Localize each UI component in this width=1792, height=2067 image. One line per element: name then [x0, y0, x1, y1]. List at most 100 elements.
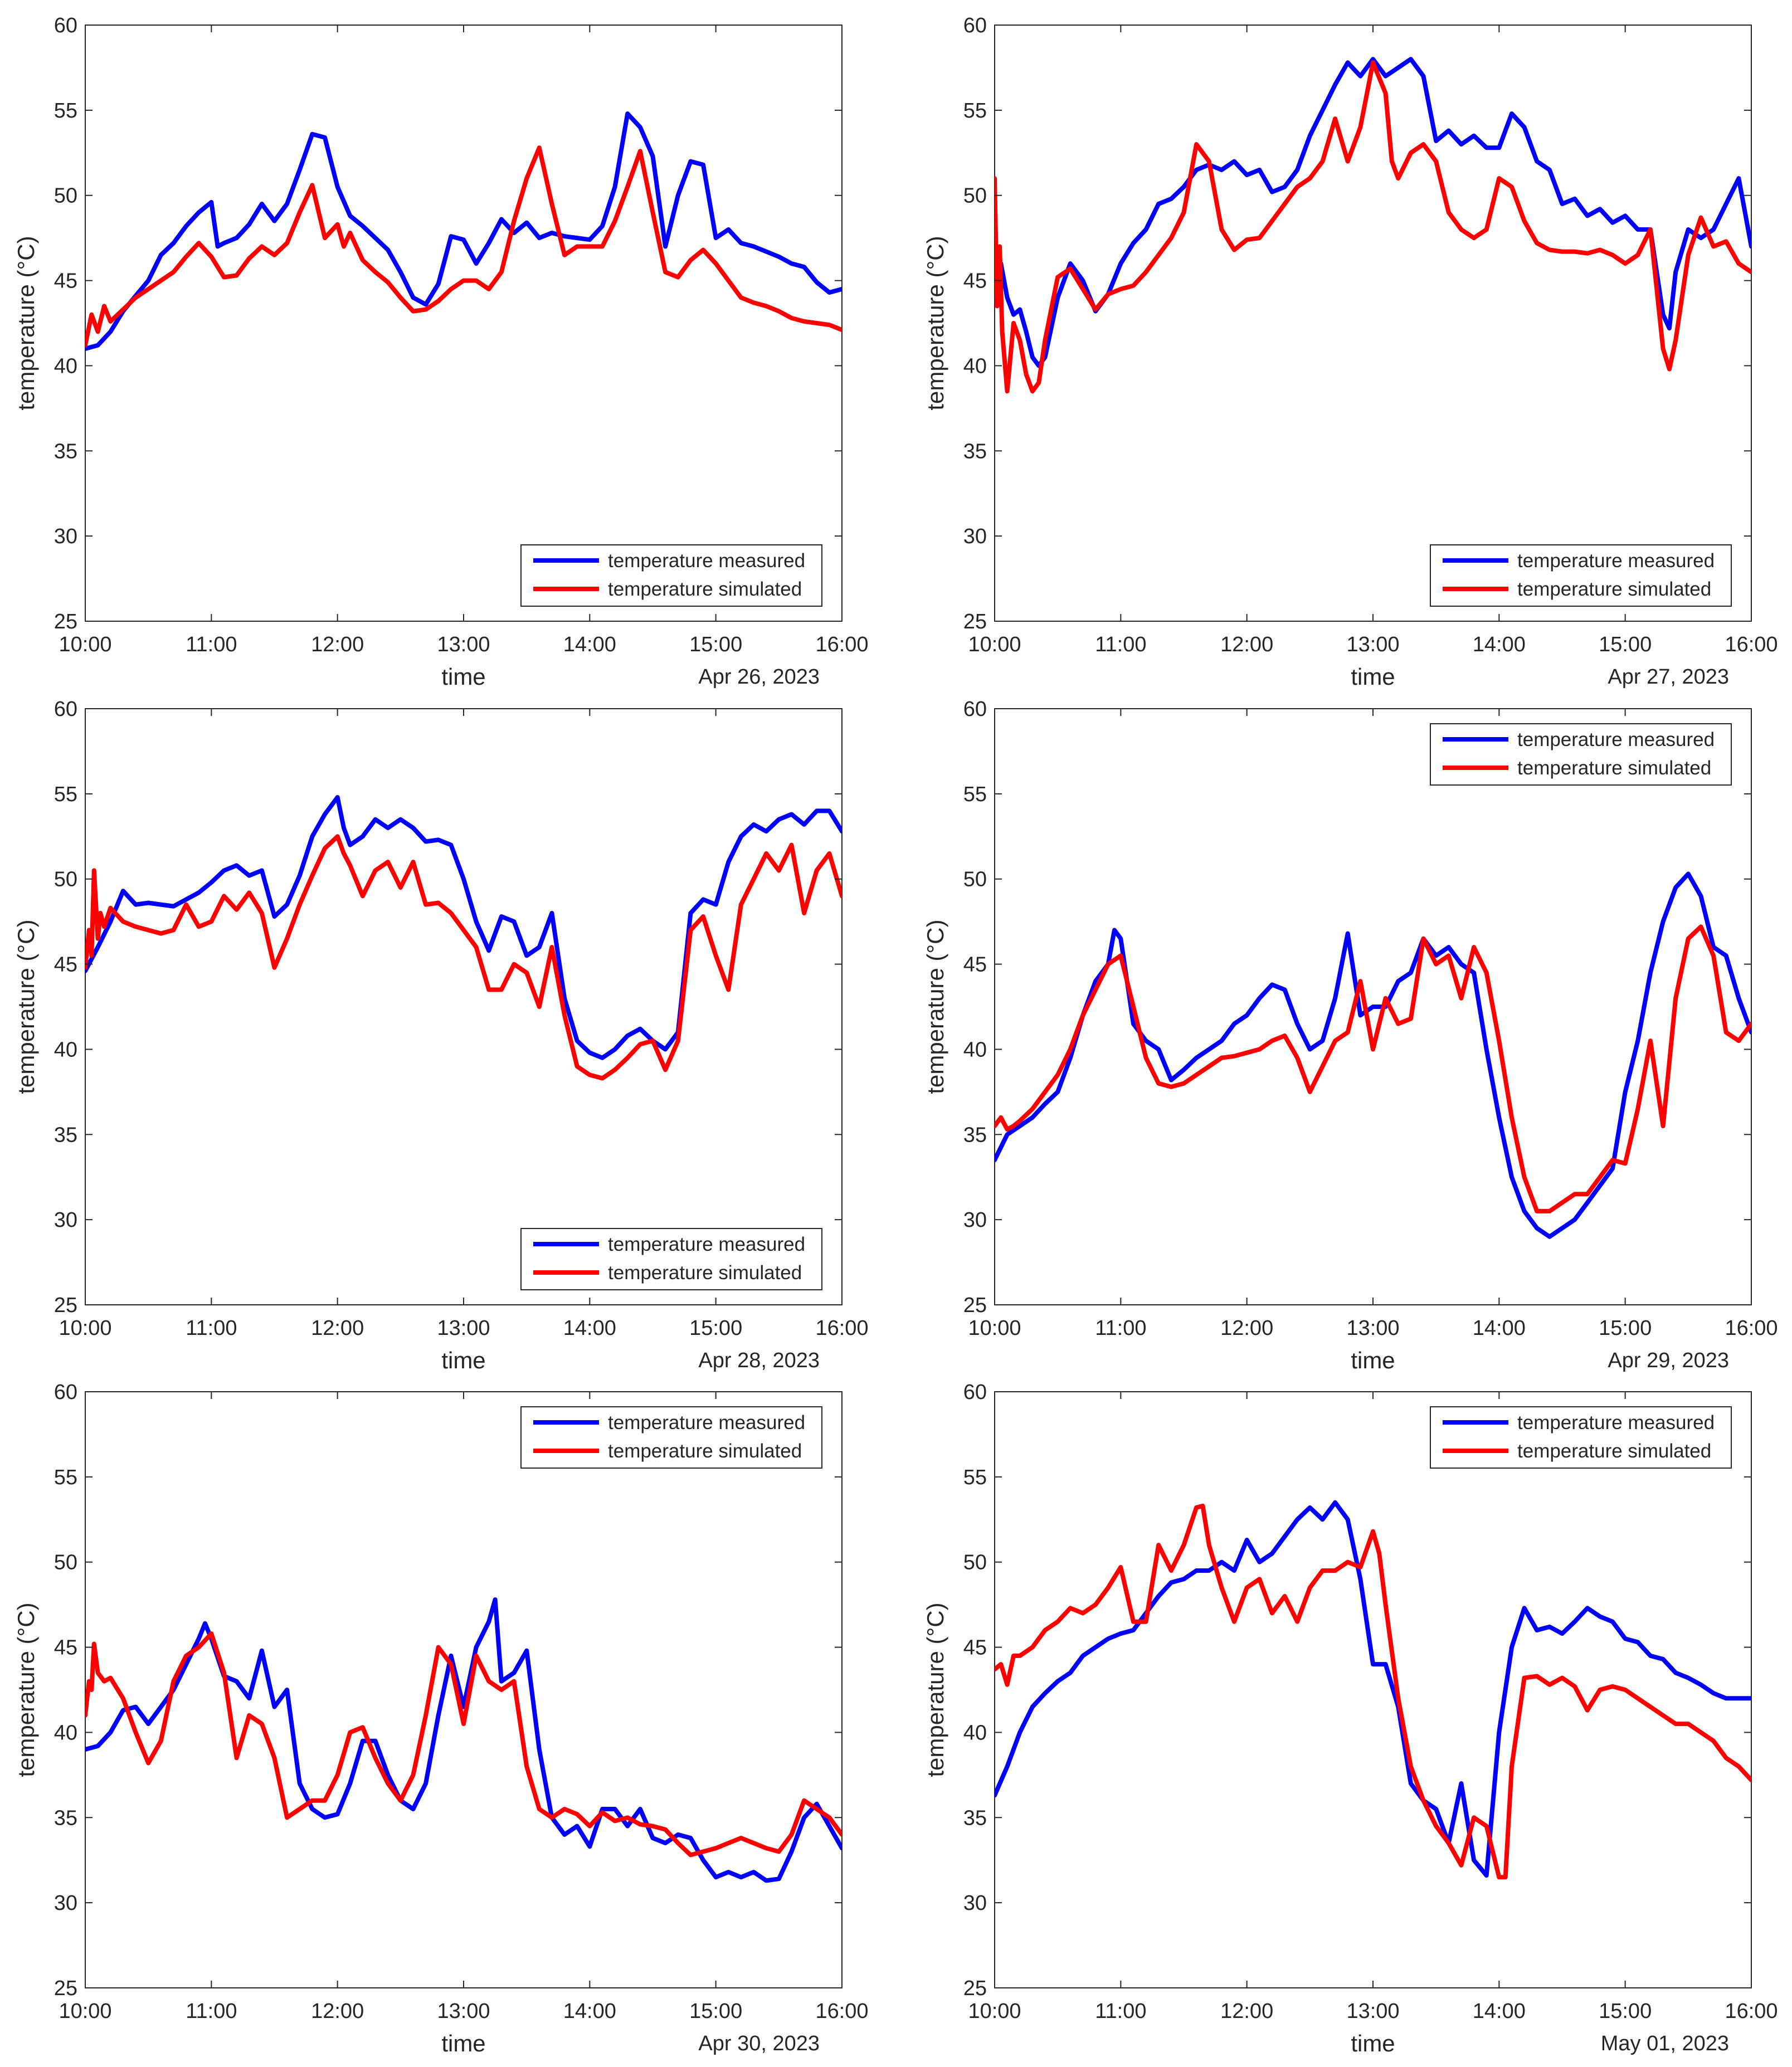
simulated-series-line	[85, 834, 842, 1081]
x-tick-label: 12:00	[1220, 2000, 1273, 2023]
y-tick-label: 50	[963, 184, 987, 208]
x-tick-label: 13:00	[437, 1317, 490, 1340]
y-tick-label: 25	[963, 610, 987, 633]
y-tick-label: 25	[54, 610, 77, 633]
y-axis-label: temperature (°C)	[13, 919, 39, 1094]
x-tick-label: 15:00	[689, 2000, 742, 2023]
legend-label-simulated: temperature simulated	[1517, 1440, 1711, 1462]
x-tick-label: 16:00	[1725, 633, 1778, 656]
y-tick-label: 40	[54, 1038, 77, 1061]
y-tick-label: 30	[963, 525, 987, 548]
x-tick-label: 13:00	[437, 633, 490, 656]
y-tick-label: 40	[963, 1038, 987, 1061]
y-tick-label: 35	[963, 1123, 987, 1147]
y-tick-label: 45	[54, 953, 77, 977]
y-tick-label: 50	[963, 1551, 987, 1574]
y-tick-label: 50	[54, 868, 77, 891]
x-tick-label: 16:00	[815, 1317, 868, 1340]
y-tick-label: 60	[54, 1381, 77, 1404]
y-tick-label: 60	[963, 1381, 987, 1404]
y-tick-label: 45	[963, 1636, 987, 1660]
x-tick-label: 16:00	[815, 2000, 868, 2023]
x-tick-label: 13:00	[1346, 2000, 1399, 2023]
simulated-series-line	[995, 924, 1751, 1213]
y-tick-label: 45	[54, 270, 77, 293]
x-axis-label: time	[441, 1347, 485, 1373]
legend: temperature measured temperature simulate…	[520, 1228, 822, 1290]
x-tick-label: 11:00	[186, 1317, 237, 1340]
x-tick-label: 15:00	[1599, 633, 1652, 656]
x-tick-label: 12:00	[311, 1317, 364, 1340]
chart-panel-6: 10:00 11:00 12:00 13:00 14:00 15:00 16:00 25 30 3…	[922, 1381, 1778, 2056]
legend: temperature measured temperature simulate…	[520, 544, 822, 607]
x-axis-label: time	[1351, 664, 1395, 690]
x-tick-label: 13:00	[437, 2000, 490, 2023]
x-tick-label: 11:00	[1095, 633, 1146, 656]
x-tick-label: 10:00	[59, 1317, 111, 1340]
y-tick-label: 50	[54, 184, 77, 208]
y-tick-label: 40	[54, 1721, 77, 1744]
y-tick-label: 55	[963, 99, 987, 123]
y-tick-label: 25	[963, 1294, 987, 1317]
x-axis-label: time	[441, 664, 485, 690]
x-tick-label: 14:00	[563, 1317, 616, 1340]
x-tick-label: 10:00	[59, 633, 111, 656]
x-tick-label: 14:00	[563, 2000, 616, 2023]
legend-box	[1430, 1406, 1732, 1469]
y-tick-label: 30	[54, 1892, 77, 1915]
plot-area-frame	[994, 1391, 1752, 1988]
legend-label-simulated: temperature simulated	[1517, 578, 1711, 600]
plot-area-frame	[994, 25, 1752, 622]
legend-box	[520, 1228, 822, 1290]
y-tick-label: 45	[963, 270, 987, 293]
y-tick-label: 50	[963, 868, 987, 891]
series-group	[995, 57, 1751, 394]
x-tick-label: 15:00	[689, 633, 742, 656]
y-tick-label: 35	[963, 1806, 987, 1830]
x-tick-label: 15:00	[1599, 2000, 1652, 2023]
x-tick-label: 11:00	[1095, 1317, 1146, 1340]
y-tick-label: 60	[54, 698, 77, 721]
y-tick-label: 55	[54, 99, 77, 123]
y-tick-label: 25	[54, 1294, 77, 1317]
series-group	[85, 1597, 842, 1883]
y-tick-label: 30	[963, 1208, 987, 1232]
x-tick-label: 16:00	[815, 633, 868, 656]
y-tick-label: 25	[54, 1977, 77, 2000]
chart-panel-1: 10:00 11:00 12:00 13:00 14:00 15:00 16:00 25 30 3…	[13, 14, 869, 690]
measured-series-line	[995, 1500, 1751, 1878]
series-group	[995, 871, 1751, 1239]
y-tick-label: 50	[54, 1551, 77, 1574]
legend-box	[1430, 723, 1732, 786]
date-label: May 01, 2023	[1601, 2032, 1729, 2055]
y-tick-label: 55	[963, 1466, 987, 1489]
measured-series-line	[85, 1597, 842, 1883]
date-label: Apr 26, 2023	[698, 665, 820, 689]
x-axis-label: time	[1351, 1347, 1395, 1373]
y-tick-label: 60	[54, 14, 77, 37]
legend-label-measured: temperature measured	[1517, 1412, 1715, 1434]
x-tick-label: 15:00	[1599, 1317, 1652, 1340]
x-tick-label: 10:00	[968, 1317, 1021, 1340]
x-tick-label: 12:00	[1220, 633, 1273, 656]
y-tick-label: 30	[54, 1208, 77, 1232]
legend-box	[520, 1406, 822, 1469]
y-tick-label: 60	[963, 698, 987, 721]
y-tick-label: 30	[963, 1892, 987, 1915]
y-tick-label: 40	[54, 354, 77, 378]
plot-area-frame	[85, 25, 843, 622]
x-tick-label: 10:00	[968, 2000, 1021, 2023]
x-tick-label: 11:00	[186, 2000, 237, 2023]
series-group	[85, 111, 842, 351]
plot-area-frame	[85, 1391, 843, 1988]
measured-series-line	[85, 111, 842, 351]
x-tick-label: 10:00	[968, 633, 1021, 656]
legend-label-simulated: temperature simulated	[608, 578, 802, 600]
x-axis-label: time	[441, 2030, 485, 2056]
y-tick-label: 55	[54, 1466, 77, 1489]
simulated-series-line	[85, 145, 842, 348]
y-axis-label: temperature (°C)	[922, 236, 948, 410]
date-label: Apr 27, 2023	[1608, 665, 1729, 689]
legend: temperature measured temperature simulate…	[520, 1406, 822, 1469]
